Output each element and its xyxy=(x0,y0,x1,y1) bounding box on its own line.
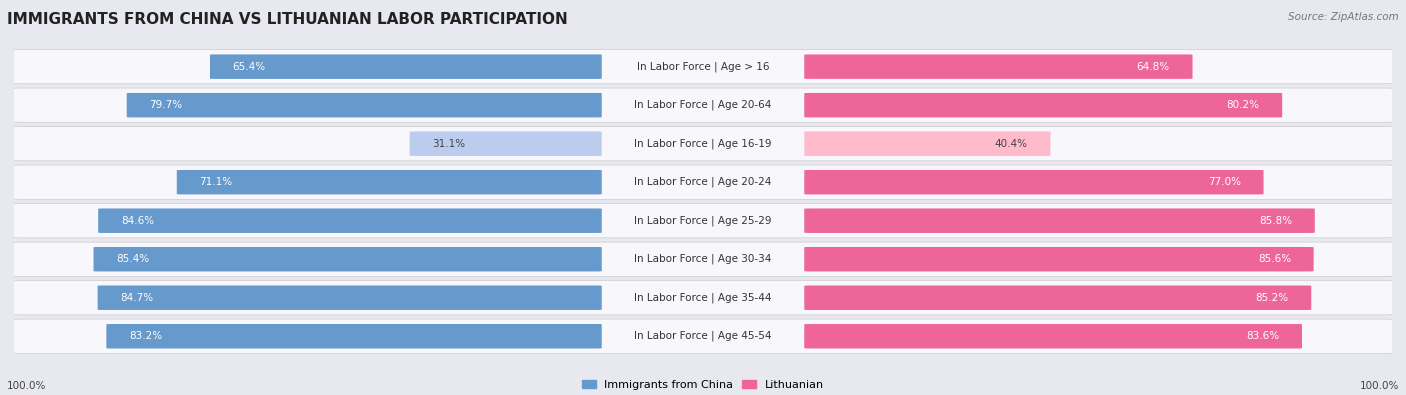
FancyBboxPatch shape xyxy=(804,55,1192,79)
Text: 85.8%: 85.8% xyxy=(1258,216,1292,226)
FancyBboxPatch shape xyxy=(13,165,1393,199)
Text: Source: ZipAtlas.com: Source: ZipAtlas.com xyxy=(1288,12,1399,22)
Text: In Labor Force | Age 16-19: In Labor Force | Age 16-19 xyxy=(634,138,772,149)
Text: 84.6%: 84.6% xyxy=(121,216,155,226)
Text: In Labor Force | Age 30-34: In Labor Force | Age 30-34 xyxy=(634,254,772,265)
Text: IMMIGRANTS FROM CHINA VS LITHUANIAN LABOR PARTICIPATION: IMMIGRANTS FROM CHINA VS LITHUANIAN LABO… xyxy=(7,12,568,27)
Text: 80.2%: 80.2% xyxy=(1226,100,1260,110)
Text: 79.7%: 79.7% xyxy=(149,100,183,110)
FancyBboxPatch shape xyxy=(177,170,602,194)
Text: In Labor Force | Age > 16: In Labor Force | Age > 16 xyxy=(637,61,769,72)
FancyBboxPatch shape xyxy=(98,209,602,233)
FancyBboxPatch shape xyxy=(804,93,1282,117)
FancyBboxPatch shape xyxy=(804,170,1264,194)
FancyBboxPatch shape xyxy=(804,247,1313,271)
FancyBboxPatch shape xyxy=(13,49,1393,84)
FancyBboxPatch shape xyxy=(13,280,1393,315)
FancyBboxPatch shape xyxy=(804,324,1302,348)
FancyBboxPatch shape xyxy=(804,209,1315,233)
Text: In Labor Force | Age 20-64: In Labor Force | Age 20-64 xyxy=(634,100,772,111)
Text: 31.1%: 31.1% xyxy=(433,139,465,149)
Text: In Labor Force | Age 45-54: In Labor Force | Age 45-54 xyxy=(634,331,772,342)
FancyBboxPatch shape xyxy=(127,93,602,117)
Text: 65.4%: 65.4% xyxy=(233,62,266,71)
Text: 64.8%: 64.8% xyxy=(1136,62,1170,71)
Text: 83.2%: 83.2% xyxy=(129,331,162,341)
Text: 83.6%: 83.6% xyxy=(1246,331,1279,341)
Text: 85.4%: 85.4% xyxy=(117,254,149,264)
FancyBboxPatch shape xyxy=(804,132,1050,156)
FancyBboxPatch shape xyxy=(209,55,602,79)
Text: 40.4%: 40.4% xyxy=(995,139,1028,149)
FancyBboxPatch shape xyxy=(13,242,1393,276)
Text: In Labor Force | Age 25-29: In Labor Force | Age 25-29 xyxy=(634,215,772,226)
FancyBboxPatch shape xyxy=(409,132,602,156)
Text: 100.0%: 100.0% xyxy=(1360,381,1399,391)
Text: 100.0%: 100.0% xyxy=(7,381,46,391)
Legend: Immigrants from China, Lithuanian: Immigrants from China, Lithuanian xyxy=(582,380,824,390)
Text: In Labor Force | Age 35-44: In Labor Force | Age 35-44 xyxy=(634,292,772,303)
Text: 71.1%: 71.1% xyxy=(200,177,232,187)
FancyBboxPatch shape xyxy=(107,324,602,348)
FancyBboxPatch shape xyxy=(13,319,1393,354)
Text: 85.6%: 85.6% xyxy=(1258,254,1291,264)
FancyBboxPatch shape xyxy=(13,88,1393,122)
FancyBboxPatch shape xyxy=(13,203,1393,238)
Text: 84.7%: 84.7% xyxy=(121,293,153,303)
FancyBboxPatch shape xyxy=(94,247,602,271)
FancyBboxPatch shape xyxy=(13,126,1393,161)
FancyBboxPatch shape xyxy=(804,286,1312,310)
Text: 77.0%: 77.0% xyxy=(1208,177,1241,187)
Text: In Labor Force | Age 20-24: In Labor Force | Age 20-24 xyxy=(634,177,772,188)
FancyBboxPatch shape xyxy=(97,286,602,310)
Text: 85.2%: 85.2% xyxy=(1256,293,1288,303)
